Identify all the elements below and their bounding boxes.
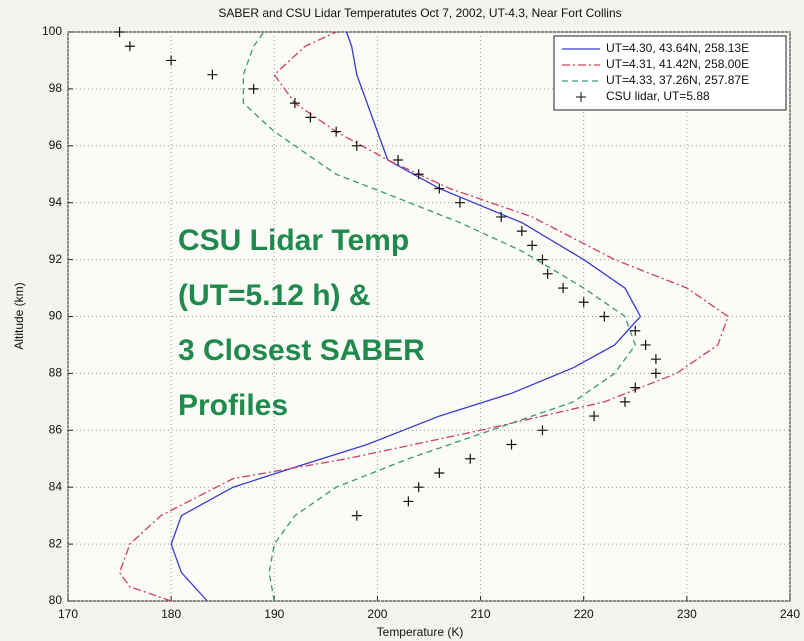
annotation: CSU Lidar Temp bbox=[178, 224, 409, 257]
y-tick-label: 82 bbox=[49, 536, 63, 550]
data-point bbox=[496, 211, 507, 222]
data-point bbox=[558, 283, 569, 294]
data-point bbox=[650, 354, 661, 365]
data-point bbox=[630, 325, 641, 336]
y-tick-label: 92 bbox=[49, 252, 63, 266]
data-point bbox=[537, 425, 548, 436]
data-point bbox=[351, 140, 362, 151]
y-tick-label: 84 bbox=[49, 479, 63, 493]
legend-box bbox=[553, 35, 787, 111]
data-point bbox=[305, 112, 316, 123]
x-tick-label: 220 bbox=[574, 607, 594, 621]
data-point bbox=[650, 368, 661, 379]
data-point bbox=[413, 169, 424, 180]
legend-marker bbox=[576, 92, 586, 102]
x-tick-label: 200 bbox=[367, 607, 387, 621]
data-point bbox=[351, 510, 362, 521]
y-tick-label: 90 bbox=[49, 309, 63, 323]
y-tick-label: 94 bbox=[49, 195, 63, 209]
data-point bbox=[434, 183, 445, 194]
x-axis-label: Temperature (K) bbox=[377, 625, 464, 639]
data-point bbox=[589, 411, 600, 422]
x-tick-label: 190 bbox=[264, 607, 284, 621]
y-tick-label: 100 bbox=[42, 24, 62, 38]
legend-label: UT=4.31, 41.42N, 258.00E bbox=[606, 57, 749, 71]
data-point bbox=[630, 382, 641, 393]
legend-label: CSU lidar, UT=5.88 bbox=[606, 89, 710, 103]
x-tick-label: 230 bbox=[677, 607, 697, 621]
data-point bbox=[207, 69, 218, 80]
data-point bbox=[403, 496, 414, 507]
legend-label: UT=4.30, 43.64N, 258.13E bbox=[606, 41, 749, 55]
legend-label: UT=4.33, 37.26N, 257.87E bbox=[606, 73, 749, 87]
data-point bbox=[506, 439, 517, 450]
data-point bbox=[542, 268, 553, 279]
annotation: Profiles bbox=[178, 389, 288, 422]
x-tick-label: 170 bbox=[58, 607, 78, 621]
y-tick-label: 96 bbox=[49, 138, 63, 152]
x-tick-label: 180 bbox=[161, 607, 181, 621]
data-point bbox=[527, 240, 538, 251]
annotation: 3 Closest SABER bbox=[178, 334, 425, 367]
data-point bbox=[537, 254, 548, 265]
data-point bbox=[114, 27, 125, 37]
data-point bbox=[289, 98, 300, 109]
x-tick-label: 240 bbox=[780, 607, 800, 621]
chart-title: SABER and CSU Lidar Temperatutes Oct 7, … bbox=[218, 6, 621, 20]
series-line bbox=[242, 31, 637, 602]
data-point bbox=[124, 41, 135, 52]
y-axis-label: Altitude (km) bbox=[12, 282, 26, 349]
y-tick-label: 88 bbox=[49, 366, 63, 380]
data-point bbox=[465, 453, 476, 464]
data-point bbox=[331, 126, 342, 137]
data-point bbox=[413, 482, 424, 493]
y-tick-label: 86 bbox=[49, 422, 63, 436]
data-point bbox=[248, 83, 259, 94]
y-tick-label: 98 bbox=[49, 81, 63, 95]
data-point bbox=[434, 467, 445, 478]
data-point bbox=[516, 226, 527, 237]
data-point bbox=[619, 396, 630, 407]
data-point bbox=[454, 197, 465, 208]
data-point bbox=[393, 155, 404, 166]
data-point bbox=[599, 311, 610, 322]
y-tick-label: 80 bbox=[49, 593, 63, 607]
x-tick-label: 210 bbox=[471, 607, 491, 621]
series-line bbox=[170, 31, 642, 602]
annotation: (UT=5.12 h) & bbox=[178, 279, 371, 312]
data-point bbox=[166, 55, 177, 66]
data-point bbox=[578, 297, 589, 308]
series-line bbox=[118, 31, 729, 602]
data-point bbox=[640, 339, 651, 350]
